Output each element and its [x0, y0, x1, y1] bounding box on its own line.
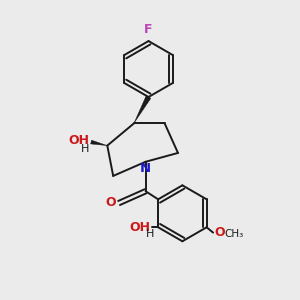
Text: OH: OH [129, 221, 150, 234]
Text: O: O [214, 226, 225, 238]
Text: OH: OH [68, 134, 89, 147]
Text: N: N [140, 162, 151, 176]
Text: CH₃: CH₃ [224, 230, 244, 239]
Text: F: F [144, 23, 153, 36]
Text: O: O [105, 196, 116, 209]
Polygon shape [134, 96, 151, 124]
Text: H: H [80, 143, 89, 154]
Polygon shape [91, 140, 107, 145]
Text: H: H [146, 229, 154, 239]
